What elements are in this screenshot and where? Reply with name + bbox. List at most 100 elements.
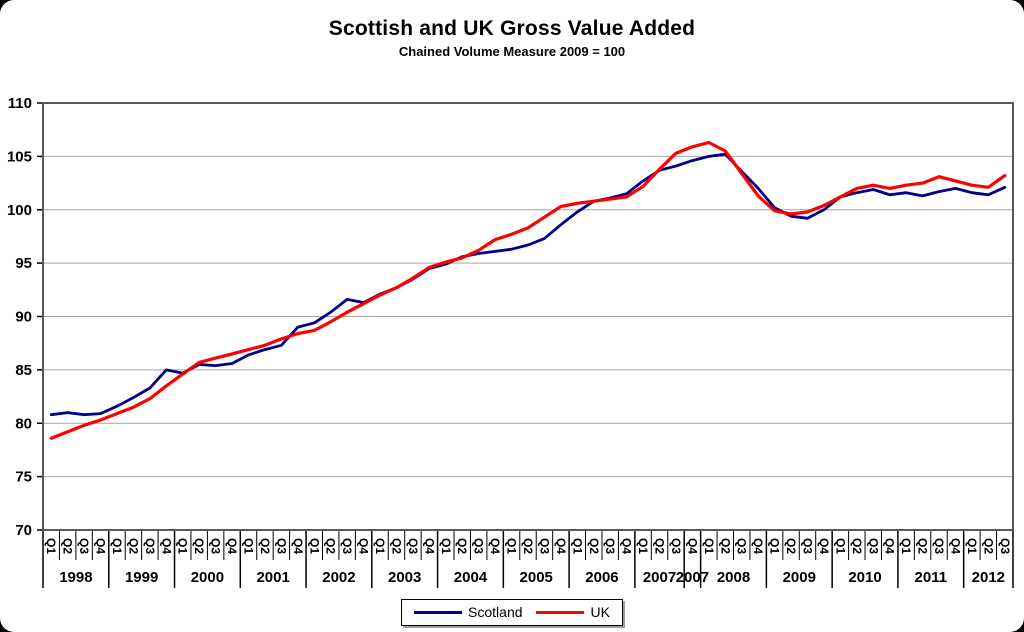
y-tick-label: 80	[15, 415, 32, 432]
x-quarter-label: Q4	[554, 538, 568, 554]
legend-label-uk: UK	[590, 604, 610, 620]
x-year-label: 2012	[972, 569, 1005, 586]
gridlines	[43, 155, 1013, 478]
y-tick-label: 70	[15, 522, 32, 539]
x-quarter-label: Q4	[94, 538, 108, 554]
x-quarter-label: Q4	[159, 538, 173, 554]
x-quarter-label: Q1	[899, 538, 913, 554]
x-quarter-label: Q4	[357, 538, 371, 554]
x-quarter-label: Q1	[176, 538, 190, 554]
x-quarter-label: Q2	[784, 538, 798, 554]
plot-border	[42, 102, 1014, 531]
x-quarter-label: Q1	[307, 538, 321, 554]
x-quarter-label: Q4	[751, 538, 765, 554]
x-quarter-label: Q2	[916, 538, 930, 554]
x-quarter-label: Q1	[242, 538, 256, 554]
x-quarter-label: Q4	[225, 538, 239, 554]
x-quarter-label: Q4	[685, 538, 699, 554]
x-quarter-label: Q2	[192, 538, 206, 554]
x-quarter-label: Q4	[883, 538, 897, 554]
x-quarter-label: Q1	[636, 538, 650, 554]
x-year-label: 2011	[915, 569, 948, 586]
x-quarter-label: Q3	[77, 538, 91, 554]
x-year-label: 2010	[848, 569, 881, 586]
x-quarter-label: Q3	[932, 538, 946, 554]
x-quarter-label: Q3	[669, 538, 683, 554]
x-year-label: 1998	[59, 569, 92, 586]
y-tick-label: 75	[15, 469, 32, 486]
x-quarter-label: Q2	[389, 538, 403, 554]
y-axis: 70 75 80 85 90 95 100 105 110	[7, 95, 43, 539]
x-quarter-label: Q2	[653, 538, 667, 554]
x-quarter-label: Q1	[110, 538, 124, 554]
scotland-line-swatch	[414, 610, 463, 614]
x-quarter-label: Q3	[209, 538, 223, 554]
x-quarter-label: Q3	[274, 538, 288, 554]
y-tick-label: 110	[8, 95, 32, 112]
y-tick-label: 85	[15, 362, 32, 379]
x-quarter-label: Q4	[620, 538, 634, 554]
x-quarter-label: Q1	[702, 538, 716, 554]
y-tick-label: 105	[7, 148, 32, 165]
x-quarter-label: Q3	[603, 538, 617, 554]
x-quarter-label: Q1	[373, 538, 387, 554]
x-quarter-label: Q1	[44, 538, 58, 554]
x-quarter-label: Q4	[817, 538, 831, 554]
uk-line-swatch	[536, 610, 585, 614]
x-year-label: 2001	[256, 569, 289, 586]
x-quarter-label: Q1	[768, 538, 782, 554]
x-quarter-label: Q3	[143, 538, 157, 554]
x-quarter-label: Q4	[422, 538, 436, 554]
legend-label-scotland: Scotland	[468, 604, 523, 620]
x-quarter-label: Q3	[866, 538, 880, 554]
x-quarter-label: Q2	[718, 538, 732, 554]
x-quarter-label: Q4	[291, 538, 305, 554]
x-year-label: 2006	[585, 569, 618, 586]
legend: Scotland UK	[401, 599, 623, 626]
x-quarter-label: Q2	[455, 538, 469, 554]
x-quarter-label: Q2	[126, 538, 140, 554]
x-year-label: 2009	[783, 569, 816, 586]
x-quarter-label: Q2	[324, 538, 338, 554]
x-year-label: 2004	[454, 569, 488, 586]
x-year-label: 2005	[520, 569, 553, 586]
x-year-label: 2008	[717, 569, 750, 586]
legend-item-uk: UK	[536, 604, 610, 620]
x-quarter-label: Q2	[981, 538, 995, 554]
x-quarter-label: Q1	[965, 538, 979, 554]
y-tick-label: 95	[15, 255, 32, 272]
legend-item-scotland: Scotland	[414, 604, 523, 620]
x-quarter-label: Q1	[570, 538, 584, 554]
x-quarter-label: Q3	[800, 538, 814, 554]
series-line-uk	[49, 140, 1007, 440]
x-quarter-label: Q3	[406, 538, 420, 554]
y-tick-label: 100	[7, 202, 32, 219]
x-quarter-label: Q3	[735, 538, 749, 554]
x-quarter-label: Q3	[998, 538, 1012, 554]
x-quarter-label: Q1	[505, 538, 519, 554]
x-year-label: 2003	[388, 569, 421, 586]
chart-subtitle: Chained Volume Measure 2009 = 100	[398, 44, 626, 59]
x-year-label: 1999	[125, 569, 158, 586]
x-year-label: 2000	[191, 569, 224, 586]
x-quarter-label: Q3	[472, 538, 486, 554]
x-quarter-label: Q3	[340, 538, 354, 554]
x-quarter-label: Q1	[439, 538, 453, 554]
x-quarter-label: Q4	[948, 538, 962, 554]
x-quarter-label: Q2	[258, 538, 272, 554]
chart-title: Scottish and UK Gross Value Added	[328, 17, 696, 40]
x-quarter-label: Q2	[521, 538, 535, 554]
x-year-label: 2007	[643, 569, 676, 586]
x-year-label: 2007	[676, 569, 709, 586]
x-quarter-label: Q3	[537, 538, 551, 554]
x-quarter-label: Q2	[61, 538, 75, 554]
x-quarter-label: Q2	[587, 538, 601, 554]
x-quarter-label: Q4	[488, 538, 502, 554]
x-quarter-label: Q1	[833, 538, 847, 554]
x-year-label: 2002	[322, 569, 355, 586]
y-tick-label: 90	[15, 309, 32, 326]
x-quarter-label: Q2	[850, 538, 864, 554]
